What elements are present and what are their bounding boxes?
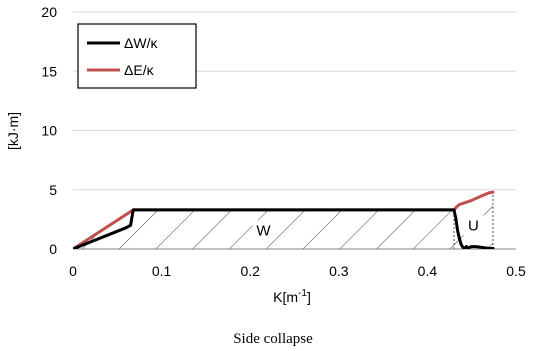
x-tick-label: 0.2 <box>240 263 260 279</box>
x-axis-label: K[m-1] <box>273 288 311 305</box>
region-label-u: U <box>468 217 479 234</box>
legend-box <box>77 23 197 89</box>
x-tick-label: 0.4 <box>418 263 438 279</box>
region-label-w: W <box>256 222 271 239</box>
shaded-regions <box>73 192 494 249</box>
legend: ΔW/κ ΔE/κ <box>77 23 197 89</box>
y-tick-labels: 0 5 10 15 20 <box>41 4 57 257</box>
x-tick-labels: 0 0.1 0.2 0.3 0.4 0.5 <box>69 263 526 279</box>
y-tick-label: 20 <box>41 4 57 20</box>
x-axis-label-end: ] <box>307 289 311 305</box>
y-tick-label: 15 <box>41 63 57 79</box>
y-axis-label: [kJ·m] <box>5 112 21 150</box>
series-layer <box>73 190 495 249</box>
y-tick-label: 5 <box>49 182 57 198</box>
x-tick-label: 0.1 <box>152 263 172 279</box>
region-label-bg <box>462 215 485 236</box>
series-line-0 <box>73 208 495 249</box>
x-tick-label: 0.5 <box>506 263 526 279</box>
y-tick-label: 0 <box>49 241 57 257</box>
figure-caption: Side collapse <box>233 331 313 347</box>
x-tick-label: 0 <box>69 263 77 279</box>
y-tick-label: 10 <box>41 123 57 139</box>
x-tick-label: 0.3 <box>329 263 349 279</box>
region-label-bg <box>252 220 275 241</box>
legend-label-de: ΔE/κ <box>124 62 155 78</box>
x-axis-label-sup: -1 <box>298 288 307 299</box>
x-axis-label-main: K[m <box>273 289 298 305</box>
legend-label-dw: ΔW/κ <box>124 35 158 51</box>
